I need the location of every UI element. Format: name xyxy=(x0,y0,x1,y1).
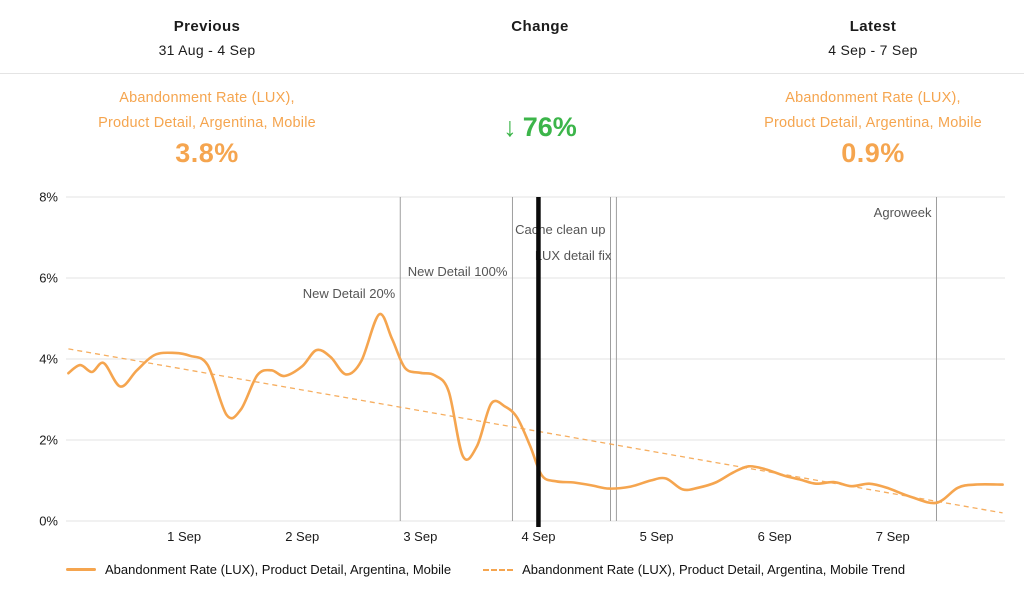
y-tick-label: 2% xyxy=(39,433,58,448)
change-metric-value: 76% xyxy=(522,112,577,142)
x-tick-label: 2 Sep xyxy=(285,529,319,544)
legend-item-series: Abandonment Rate (LUX), Product Detail, … xyxy=(66,562,451,577)
latest-period-header: Latest 4 Sep - 7 Sep xyxy=(722,18,1024,58)
change-header: Change xyxy=(400,18,680,35)
y-tick-label: 4% xyxy=(39,352,58,367)
dashed-line-swatch-icon xyxy=(483,568,514,571)
x-tick-label: 1 Sep xyxy=(167,529,201,544)
chart-legend: Abandonment Rate (LUX), Product Detail, … xyxy=(66,562,905,577)
latest-metric-value: 0.9% xyxy=(841,138,905,168)
legend-trend-label: Abandonment Rate (LUX), Product Detail, … xyxy=(522,562,906,577)
previous-label: Previous xyxy=(173,18,241,35)
trend-line xyxy=(68,348,1003,514)
legend-series-label: Abandonment Rate (LUX), Product Detail, … xyxy=(105,562,452,577)
change-label: Change xyxy=(511,18,569,35)
event-label: Agroweek xyxy=(874,205,932,220)
x-tick-label: 5 Sep xyxy=(640,529,674,544)
previous-metric: Abandonment Rate (LUX), Product Detail, … xyxy=(27,86,387,169)
event-label: New Detail 20% xyxy=(303,286,396,301)
previous-metric-name-line2: Product Detail, Argentina, Mobile xyxy=(98,115,316,131)
event-label: New Detail 100% xyxy=(408,264,508,279)
x-tick-label: 6 Sep xyxy=(758,529,792,544)
y-tick-label: 8% xyxy=(39,190,58,205)
x-tick-label: 4 Sep xyxy=(521,529,555,544)
metric-summary-row: Abandonment Rate (LUX), Product Detail, … xyxy=(0,86,1024,181)
solid-line-swatch-icon xyxy=(66,568,96,571)
x-tick-label: 3 Sep xyxy=(403,529,437,544)
latest-metric-name-line1: Abandonment Rate (LUX), xyxy=(785,90,961,106)
comparison-header: Previous 31 Aug - 4 Sep Change Latest 4 … xyxy=(0,0,1024,73)
previous-date-range: 31 Aug - 4 Sep xyxy=(158,42,256,58)
previous-period-header: Previous 31 Aug - 4 Sep xyxy=(0,18,414,58)
event-label: LUX detail fix xyxy=(535,248,612,263)
latest-label: Latest xyxy=(849,18,897,35)
latest-metric: Abandonment Rate (LUX), Product Detail, … xyxy=(693,86,1024,169)
y-tick-label: 6% xyxy=(39,271,58,286)
x-tick-label: 7 Sep xyxy=(876,529,910,544)
change-metric: ↓ 76% xyxy=(430,86,650,143)
latest-metric-name-line2: Product Detail, Argentina, Mobile xyxy=(764,115,982,131)
legend-item-trend: Abandonment Rate (LUX), Product Detail, … xyxy=(483,562,905,577)
previous-metric-name-line1: Abandonment Rate (LUX), xyxy=(119,90,295,106)
previous-metric-value: 3.8% xyxy=(175,138,239,168)
series-line xyxy=(67,312,1004,505)
down-arrow-icon: ↓ xyxy=(503,112,517,142)
abandonment-rate-chart: 0% 2% 4% 6% 8% 1 Sep 2 Sep 3 Sep 4 Sep 5 Sep 6 Sep… xyxy=(39,190,1005,544)
event-label: Cache clean up xyxy=(515,222,605,237)
y-tick-label: 0% xyxy=(39,514,58,529)
header-divider xyxy=(0,73,1024,74)
latest-date-range: 4 Sep - 7 Sep xyxy=(828,42,918,58)
